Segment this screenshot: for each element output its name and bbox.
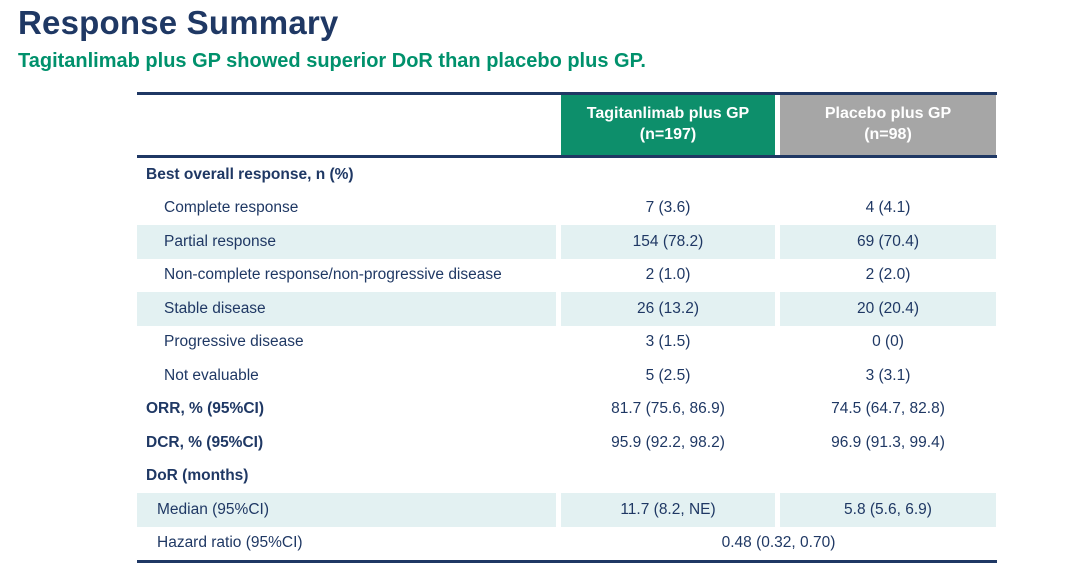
row-label: ORR, % (95%CI) bbox=[146, 400, 264, 418]
header-col-n: (n=98) bbox=[864, 126, 912, 143]
value-cell: 2 (1.0) bbox=[645, 266, 691, 284]
page-title: Response Summary bbox=[18, 4, 339, 41]
value-cell-spanning: 0.48 (0.32, 0.70) bbox=[721, 534, 836, 552]
value-cell: 7 (3.6) bbox=[645, 199, 691, 217]
header-col-tagitanlimab: Tagitanlimab plus GP (n=197) bbox=[561, 95, 775, 155]
table-row-best-overall-response: Best overall response, n (%) bbox=[137, 158, 997, 192]
header-col-n: (n=197) bbox=[639, 126, 697, 143]
value-cell bbox=[561, 460, 775, 494]
value-cell: 96.9 (91.3, 99.4) bbox=[831, 433, 945, 451]
table-header-row: Tagitanlimab plus GP (n=197) Placebo plu… bbox=[137, 95, 997, 158]
table-row-not-evaluable: Not evaluable 5 (2.5) 3 (3.1) bbox=[137, 359, 997, 393]
table-row-partial-response: Partial response 154 (78.2) 69 (70.4) bbox=[137, 225, 997, 259]
row-label: Not evaluable bbox=[164, 366, 259, 384]
table-row-median-dor: Median (95%CI) 11.7 (8.2, NE) 5.8 (5.6, … bbox=[137, 493, 997, 527]
value-cell: 3 (1.5) bbox=[645, 333, 691, 351]
value-cell: 26 (13.2) bbox=[561, 292, 775, 326]
table-row-hazard-ratio: Hazard ratio (95%CI) 0.48 (0.32, 0.70) bbox=[137, 527, 997, 561]
value-cell: 154 (78.2) bbox=[561, 225, 775, 259]
table-row-non-complete-response: Non-complete response/non-progressive di… bbox=[137, 259, 997, 293]
row-label: Hazard ratio (95%CI) bbox=[157, 534, 303, 552]
value-cell bbox=[561, 158, 775, 192]
table-row-complete-response: Complete response 7 (3.6) 4 (4.1) bbox=[137, 192, 997, 226]
value-cell: 5 (2.5) bbox=[645, 366, 691, 384]
page-subtitle: Tagitanlimab plus GP showed superior DoR… bbox=[18, 50, 646, 72]
header-col-label: Tagitanlimab plus GP bbox=[586, 105, 750, 123]
row-label: Best overall response, n (%) bbox=[146, 165, 354, 183]
value-cell: 20 (20.4) bbox=[780, 292, 996, 326]
header-empty-cell bbox=[137, 95, 556, 155]
row-label: Complete response bbox=[164, 199, 299, 217]
row-label: Median (95%CI) bbox=[137, 493, 556, 527]
row-label: DoR (months) bbox=[146, 467, 249, 485]
table-row-orr: ORR, % (95%CI) 81.7 (75.6, 86.9) 74.5 (6… bbox=[137, 393, 997, 427]
header-col-placebo: Placebo plus GP (n=98) bbox=[780, 95, 996, 155]
value-cell: 0 (0) bbox=[872, 333, 904, 351]
row-label: Non-complete response/non-progressive di… bbox=[164, 266, 502, 284]
value-cell: 3 (3.1) bbox=[865, 366, 911, 384]
value-cell bbox=[780, 460, 996, 494]
value-cell: 69 (70.4) bbox=[780, 225, 996, 259]
response-summary-table: Tagitanlimab plus GP (n=197) Placebo plu… bbox=[137, 92, 997, 563]
value-cell: 95.9 (92.2, 98.2) bbox=[611, 433, 725, 451]
row-label: Partial response bbox=[137, 225, 556, 259]
value-cell: 2 (2.0) bbox=[865, 266, 911, 284]
header-col-label: Placebo plus GP bbox=[824, 105, 952, 123]
value-cell: 81.7 (75.6, 86.9) bbox=[611, 400, 725, 418]
value-cell: 74.5 (64.7, 82.8) bbox=[831, 400, 945, 418]
table-row-dor-months: DoR (months) bbox=[137, 460, 997, 494]
table-row-progressive-disease: Progressive disease 3 (1.5) 0 (0) bbox=[137, 326, 997, 360]
row-label: DCR, % (95%CI) bbox=[146, 433, 264, 451]
table-row-stable-disease: Stable disease 26 (13.2) 20 (20.4) bbox=[137, 292, 997, 326]
value-cell: 5.8 (5.6, 6.9) bbox=[780, 493, 996, 527]
value-cell: 11.7 (8.2, NE) bbox=[561, 493, 775, 527]
table-row-dcr: DCR, % (95%CI) 95.9 (92.2, 98.2) 96.9 (9… bbox=[137, 426, 997, 460]
row-label: Stable disease bbox=[137, 292, 556, 326]
value-cell: 4 (4.1) bbox=[865, 199, 911, 217]
value-cell bbox=[780, 158, 996, 192]
row-label: Progressive disease bbox=[164, 333, 304, 351]
